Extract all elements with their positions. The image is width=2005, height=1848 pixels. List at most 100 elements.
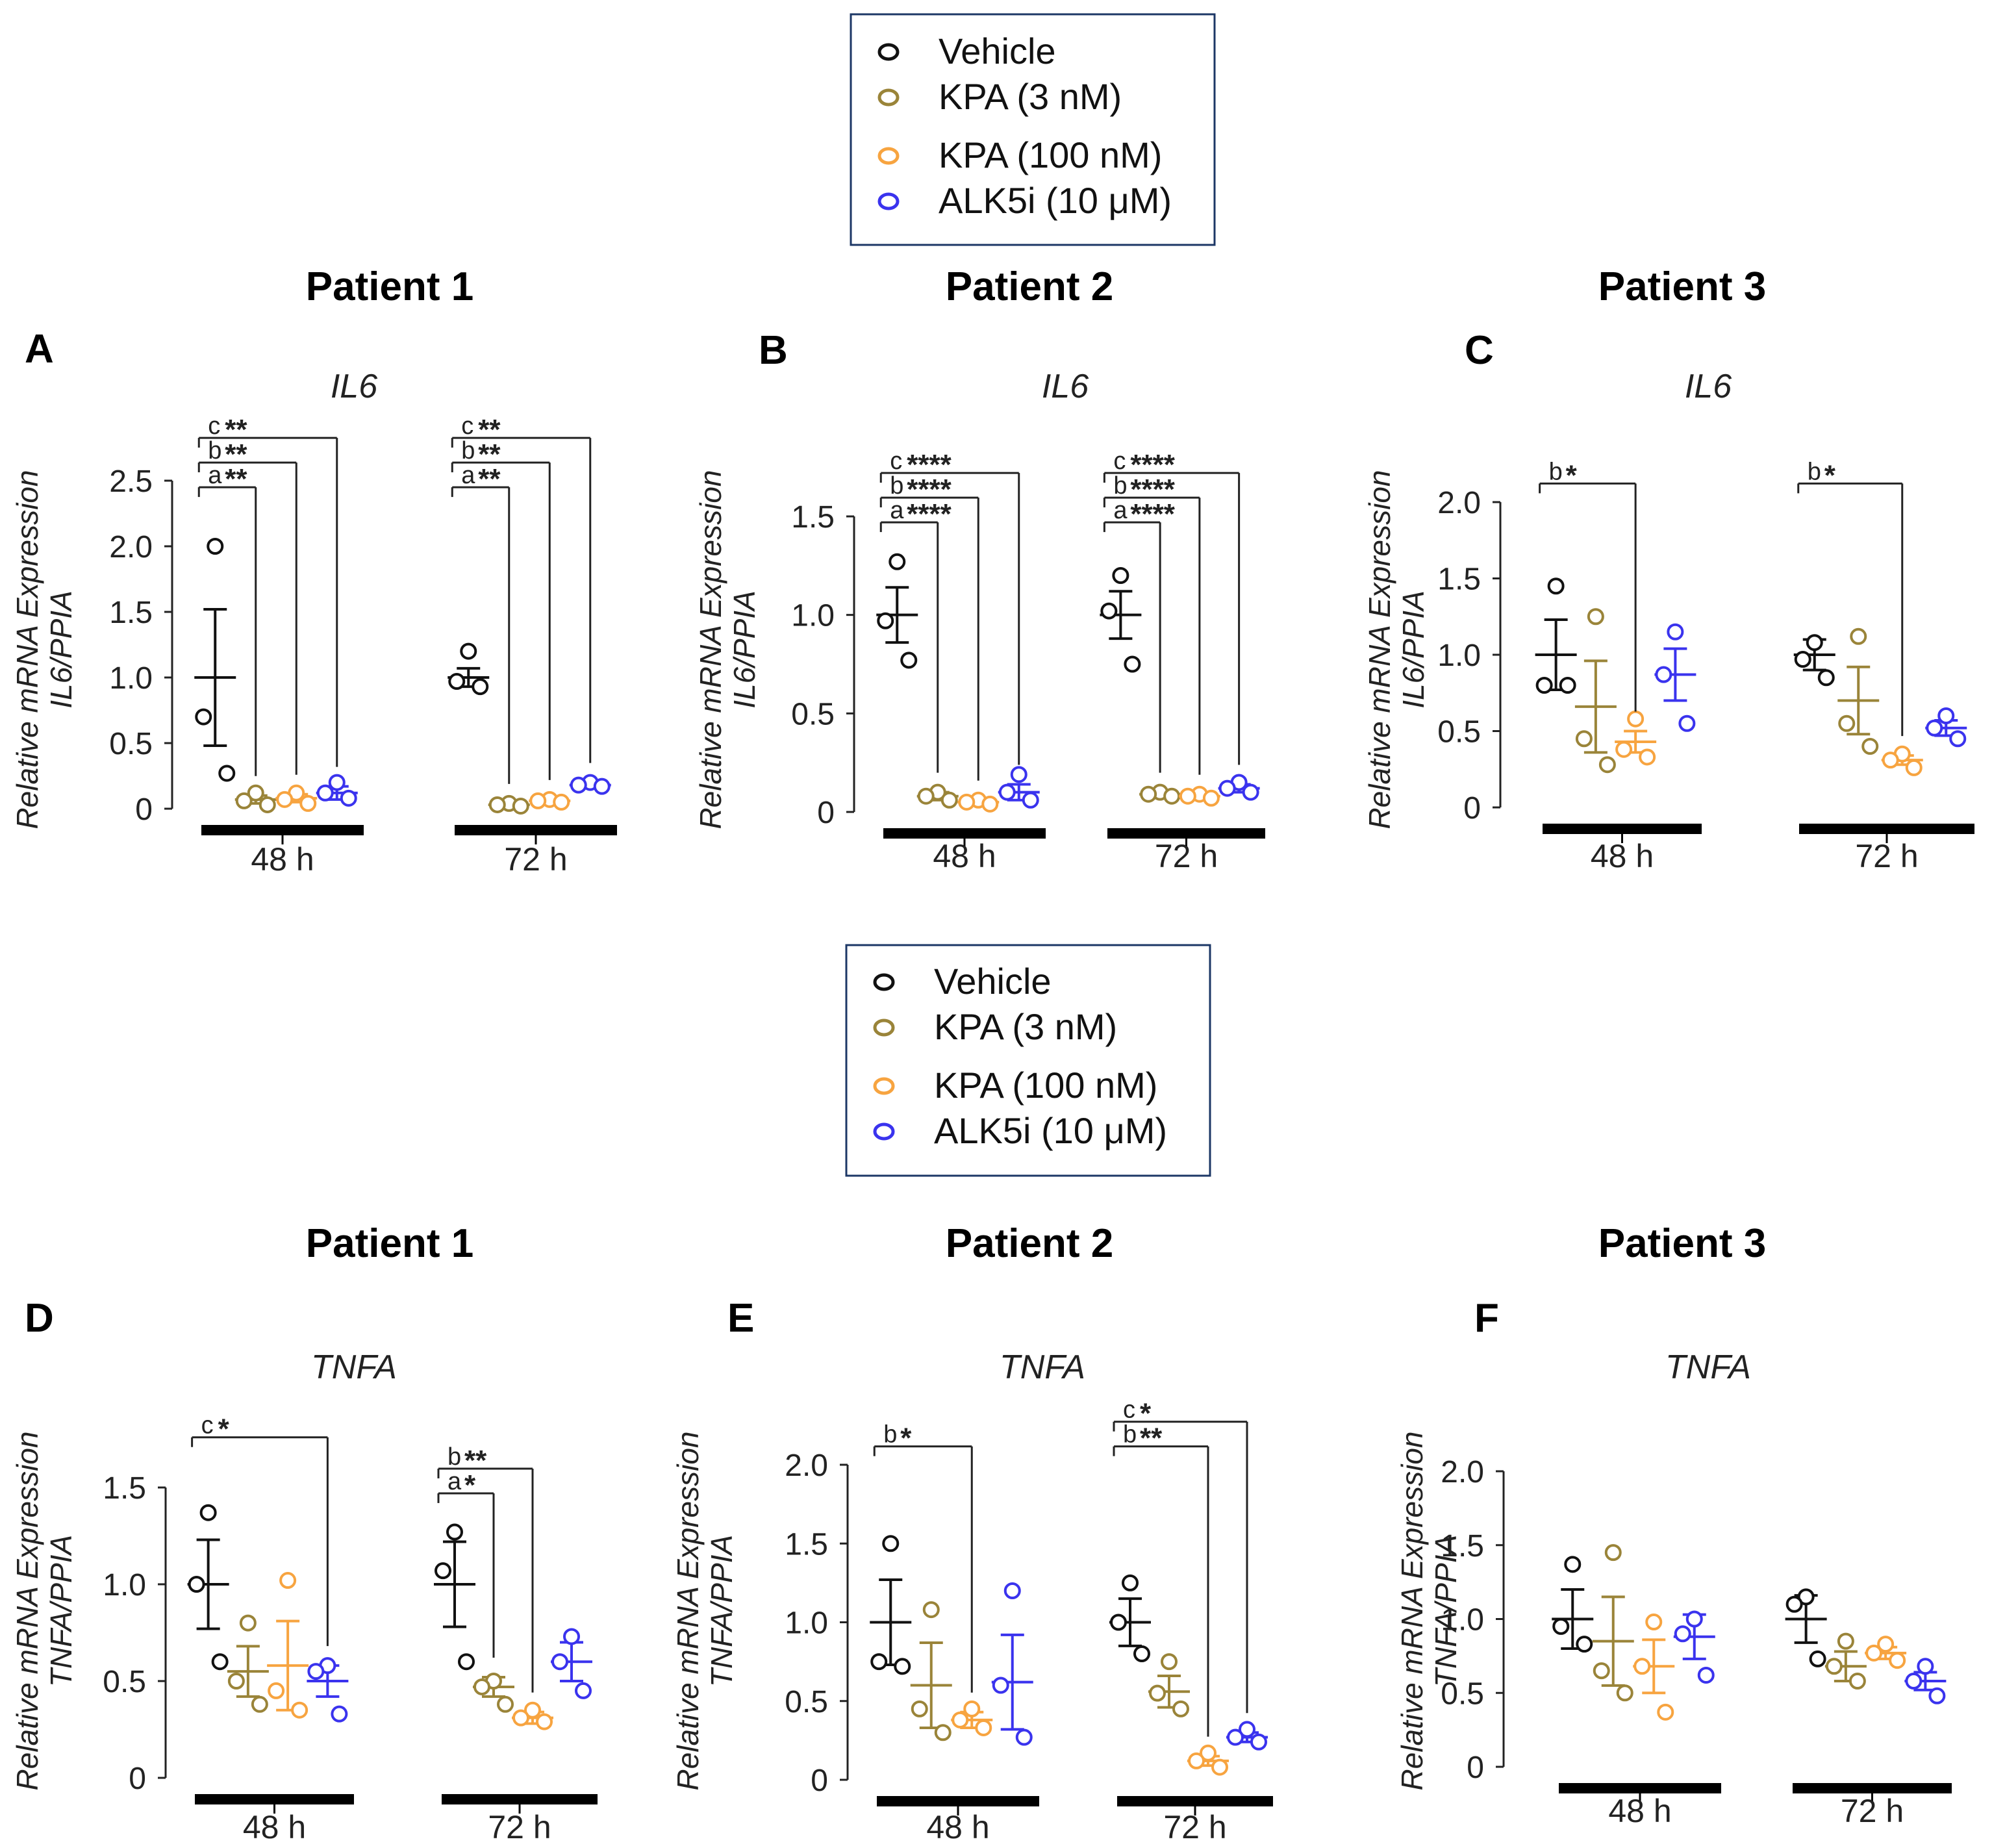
data-point [1200, 1744, 1217, 1762]
sig-stars: **** [907, 474, 952, 505]
y-axis-label-line2: TNFA/PPIA [44, 1535, 78, 1687]
sig-letter: b [461, 437, 475, 464]
y-axis-label-line1: Relative mRNA Expression [694, 470, 727, 829]
data-point [1615, 740, 1633, 758]
data-point [894, 1658, 911, 1675]
data-point [1547, 577, 1565, 595]
data-point [448, 673, 466, 690]
data-point [992, 1677, 1009, 1694]
data-point [1797, 1588, 1815, 1606]
y-tick-label: 1.5 [785, 1527, 828, 1562]
patient-title: Patient 1 [306, 1221, 473, 1266]
patient-title: Patient 2 [946, 264, 1113, 309]
data-point [268, 1682, 285, 1699]
sig-stars: ** [478, 438, 501, 470]
legend-box [850, 13, 1216, 246]
y-tick-label: 0.5 [1437, 715, 1481, 750]
legend-marker-2 [877, 88, 900, 107]
data-point [1564, 1556, 1582, 1573]
group-bar-48h [877, 1796, 1039, 1806]
sig-letter: b [1549, 458, 1563, 485]
group-label: 72 h [1155, 838, 1218, 874]
data-point [331, 1705, 348, 1723]
data-point [1645, 1614, 1663, 1631]
y-tick-label: 1.0 [785, 1606, 828, 1641]
data-point [1140, 785, 1157, 803]
group-label: 72 h [488, 1809, 551, 1845]
data-point [1877, 1636, 1895, 1653]
data-point [911, 1700, 928, 1717]
group-label: 48 h [243, 1809, 306, 1845]
data-point [1685, 1610, 1703, 1628]
patient-title: Patient 2 [946, 1221, 1113, 1266]
data-point [882, 1535, 900, 1552]
sig-stars: ** [478, 463, 501, 495]
data-point [1806, 634, 1823, 652]
sig-stars: * [1824, 459, 1836, 491]
data-point [1809, 1650, 1826, 1667]
data-point [1627, 710, 1645, 728]
y-tick-label: 0.5 [103, 1665, 146, 1699]
y-axis-label-line1: Relative mRNA Expression [10, 1431, 44, 1790]
y-tick-label: 0 [135, 792, 153, 827]
group-bar-72h [1793, 1783, 1952, 1793]
data-point [1227, 1728, 1244, 1746]
data-point [1825, 1658, 1843, 1675]
y-tick-label: 0 [129, 1762, 146, 1796]
data-point [1112, 567, 1129, 584]
data-point [536, 1713, 553, 1730]
data-point [1657, 1703, 1674, 1721]
y-tick-label: 1.0 [1437, 639, 1481, 673]
group-label: 48 h [1591, 838, 1654, 874]
data-point [1110, 1614, 1127, 1631]
data-point [1850, 627, 1867, 645]
data-point [1015, 1728, 1033, 1746]
data-point [1928, 1687, 1946, 1704]
gene-title: IL6 [331, 368, 377, 405]
legend-marker-2 [873, 1019, 895, 1037]
y-tick-label: 2.0 [109, 530, 153, 564]
panel-letter: D [25, 1296, 54, 1341]
data-point [1250, 1733, 1267, 1751]
data-point [1122, 1574, 1139, 1591]
data-point [211, 1653, 229, 1671]
data-point [1674, 1625, 1691, 1643]
data-point [1604, 1544, 1622, 1562]
data-point [553, 793, 570, 811]
y-tick-label: 0.5 [1441, 1677, 1484, 1711]
data-point [575, 1682, 592, 1699]
data-point [1917, 1658, 1934, 1675]
sig-letter: b [1808, 458, 1821, 485]
sig-stars: * [464, 1469, 476, 1501]
y-tick-label: 1.0 [109, 661, 153, 696]
sig-letter: c [461, 412, 473, 440]
data-point [1905, 1673, 1923, 1690]
data-point [1616, 1684, 1633, 1702]
data-point [889, 553, 906, 570]
data-point [239, 1614, 257, 1632]
panel-letter: F [1474, 1296, 1499, 1341]
sig-letter: b [208, 437, 221, 464]
panel-E: Patient 2 E TNFA Relative mRNA Expression TN… [671, 1221, 1273, 1845]
group-bar-48h [1559, 1783, 1721, 1793]
data-point [1949, 730, 1967, 748]
legend-label-3: KPA (100 nM) [939, 134, 1162, 175]
data-point [259, 796, 276, 813]
panel-A: Patient 1 A IL6 Relative mRNA Expression IL6… [10, 264, 617, 878]
panel-C: Patient 3 C IL6 Relative mRNA Expression IL6… [1363, 264, 1974, 874]
sig-letter: a [890, 497, 904, 524]
data-point [307, 1663, 325, 1680]
legend-label-4: ALK5i (10 μM) [934, 1110, 1167, 1151]
panel-letter: A [25, 327, 54, 372]
y-tick-label: 1.5 [103, 1471, 146, 1506]
data-point [1926, 719, 1943, 737]
sig-letter: c [201, 1412, 214, 1439]
sig-stars: ** [464, 1445, 487, 1476]
group-bar-48h [201, 825, 364, 835]
legend-1: Vehicle KPA (3 nM) KPA (100 nM) ALK5i (10 μ… [850, 13, 1216, 246]
legend-marker-1 [877, 43, 900, 61]
sig-letter: a [208, 462, 222, 489]
sig-stars: **** [907, 498, 952, 530]
data-point [1937, 707, 1955, 724]
data-point [963, 1700, 981, 1717]
